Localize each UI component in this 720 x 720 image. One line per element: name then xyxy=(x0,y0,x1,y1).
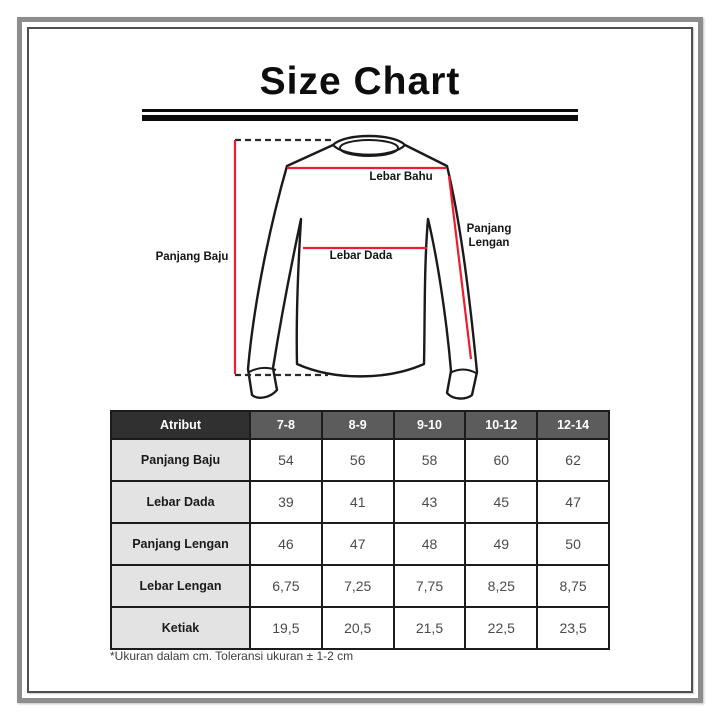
sleeve-length-label-line1: Panjang xyxy=(466,223,512,235)
value-cell: 58 xyxy=(392,438,467,482)
value-cell: 45 xyxy=(464,480,539,524)
table-row: Lebar Dada 39 41 43 45 47 xyxy=(110,480,610,524)
value-cell: 19,5 xyxy=(249,606,323,650)
collar-inner-ring xyxy=(339,139,399,157)
value-cell: 23,5 xyxy=(536,606,610,650)
value-cell: 54 xyxy=(249,438,323,482)
value-cell: 6,75 xyxy=(249,564,323,608)
divider-thick-rule xyxy=(142,115,578,121)
value-cell: 7,25 xyxy=(320,564,395,608)
attribute-cell: Panjang Lengan xyxy=(110,522,251,566)
value-cell: 47 xyxy=(320,522,395,566)
value-cell: 39 xyxy=(249,480,323,524)
size-table-body: Panjang Baju 54 56 58 60 62 Lebar Dada 39 41 43 45… xyxy=(110,438,610,650)
table-row: Panjang Baju 54 56 58 60 62 xyxy=(110,438,610,482)
table-row: Lebar Lengan 6,75 7,25 7,75 8,25 8,75 xyxy=(110,564,610,608)
value-cell: 22,5 xyxy=(464,606,539,650)
sleeve-length-label-line2: Lengan xyxy=(468,236,510,249)
value-cell: 50 xyxy=(536,522,610,566)
value-cell: 43 xyxy=(392,480,467,524)
outer-frame xyxy=(17,17,703,703)
value-cell: 41 xyxy=(320,480,395,524)
size-table: Atribut 7-8 8-9 9-10 10-12 12-14 Panjang Baju… xyxy=(110,410,610,650)
value-cell: 21,5 xyxy=(392,606,467,650)
inner-frame xyxy=(27,27,693,693)
value-cell: 47 xyxy=(536,480,610,524)
attribute-cell: Ketiak xyxy=(110,606,251,650)
header-cell-size: 12-14 xyxy=(536,410,610,440)
value-cell: 20,5 xyxy=(320,606,395,650)
value-cell: 56 xyxy=(320,438,395,482)
value-cell: 8,75 xyxy=(536,564,610,608)
value-cell: 7,75 xyxy=(392,564,467,608)
collar-outer-line xyxy=(332,144,406,156)
header-cell-size: 8-9 xyxy=(320,410,395,440)
title-divider xyxy=(142,109,578,121)
value-cell: 49 xyxy=(464,522,539,566)
header-cell-size: 10-12 xyxy=(464,410,539,440)
chest-width-label: Lebar Dada xyxy=(329,250,393,262)
attribute-cell: Lebar Dada xyxy=(110,480,251,524)
value-cell: 46 xyxy=(249,522,323,566)
body-length-label: Panjang Baju xyxy=(155,251,229,263)
shoulder-width-label: Lebar Bahu xyxy=(369,171,433,183)
value-cell: 8,25 xyxy=(464,564,539,608)
right-cuff-line xyxy=(449,368,477,374)
size-table-head: Atribut 7-8 8-9 9-10 10-12 12-14 xyxy=(110,410,610,440)
divider-thin-rule xyxy=(142,109,578,112)
table-header-row: Atribut 7-8 8-9 9-10 10-12 12-14 xyxy=(110,410,610,440)
value-cell: 48 xyxy=(392,522,467,566)
header-cell-attribute: Atribut xyxy=(110,410,251,440)
value-cell: 60 xyxy=(464,438,539,482)
attribute-cell: Lebar Lengan xyxy=(110,564,251,608)
value-cell: 62 xyxy=(536,438,610,482)
table-row: Ketiak 19,5 20,5 21,5 22,5 23,5 xyxy=(110,606,610,650)
size-footnote: *Ukuran dalam cm. Toleransi ukuran ± 1-2… xyxy=(110,649,354,663)
sleeve-length-line xyxy=(447,175,473,360)
sleeve-length-label: Panjang Lengan xyxy=(450,223,528,251)
attribute-cell: Panjang Baju xyxy=(110,438,251,482)
left-cuff-line xyxy=(248,366,277,373)
table-row: Panjang Lengan 46 47 48 49 50 xyxy=(110,522,610,566)
header-cell-size: 9-10 xyxy=(392,410,467,440)
shirt-outline xyxy=(246,134,479,400)
page-title: Size Chart xyxy=(259,60,461,103)
header-cell-size: 7-8 xyxy=(249,410,323,440)
